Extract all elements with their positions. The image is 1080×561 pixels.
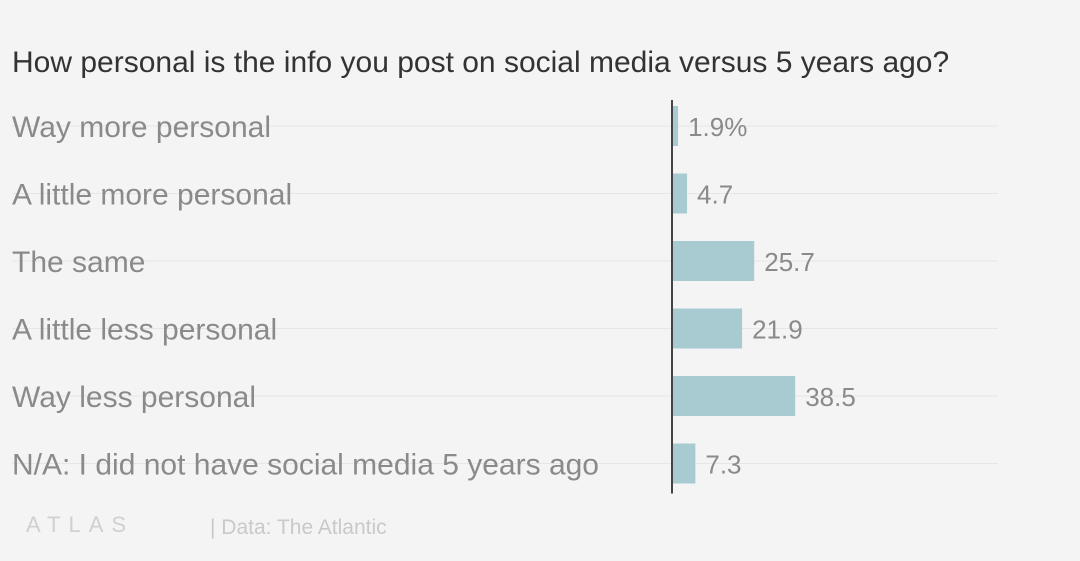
category-label: Way less personal [12, 381, 256, 414]
bars [672, 106, 796, 484]
bar [672, 241, 755, 281]
category-label: Way more personal [12, 111, 271, 144]
source-note: | Data: The Atlantic [210, 516, 387, 539]
category-label: The same [12, 246, 145, 279]
chart-title: How personal is the info you post on soc… [12, 46, 949, 79]
category-labels: Way more personal A little more personal T… [12, 111, 599, 482]
bar [672, 376, 796, 416]
bar [672, 106, 679, 146]
value-labels: 1.9% 4.7 25.7 21.9 38.5 7.3 [688, 112, 856, 480]
bar [672, 173, 688, 214]
category-label: N/A: I did not have social media 5 years… [12, 449, 599, 482]
value-label: 25.7 [764, 247, 815, 277]
value-label: 38.5 [805, 382, 856, 412]
value-label: 4.7 [697, 180, 733, 210]
value-label: 1.9% [688, 112, 747, 142]
category-label: A little more personal [12, 179, 292, 212]
atlas-logo: ATLAS [26, 512, 134, 537]
gridlines [12, 125, 998, 464]
value-label: 7.3 [705, 450, 741, 480]
bar [672, 443, 696, 484]
bar [672, 308, 743, 349]
category-label: A little less personal [12, 314, 277, 347]
value-label: 21.9 [752, 315, 803, 345]
